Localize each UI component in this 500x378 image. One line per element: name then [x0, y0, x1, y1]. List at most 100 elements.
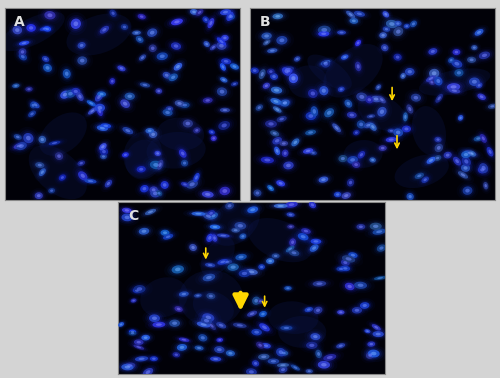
- Ellipse shape: [232, 252, 251, 263]
- Ellipse shape: [195, 332, 210, 344]
- Ellipse shape: [308, 131, 313, 134]
- Ellipse shape: [122, 208, 132, 213]
- Ellipse shape: [412, 22, 415, 25]
- Ellipse shape: [32, 190, 46, 201]
- Ellipse shape: [250, 295, 262, 306]
- Ellipse shape: [202, 39, 212, 49]
- Ellipse shape: [130, 30, 142, 36]
- Ellipse shape: [305, 147, 322, 158]
- Ellipse shape: [292, 229, 315, 245]
- Ellipse shape: [361, 327, 374, 336]
- Ellipse shape: [474, 29, 484, 36]
- Ellipse shape: [148, 320, 170, 330]
- Ellipse shape: [454, 51, 458, 53]
- Ellipse shape: [303, 306, 314, 313]
- Ellipse shape: [306, 237, 325, 246]
- Ellipse shape: [263, 119, 279, 129]
- Ellipse shape: [246, 205, 260, 214]
- Ellipse shape: [220, 34, 230, 42]
- Ellipse shape: [146, 42, 160, 55]
- Ellipse shape: [321, 105, 338, 121]
- Ellipse shape: [135, 290, 138, 292]
- Ellipse shape: [98, 147, 110, 156]
- Ellipse shape: [460, 155, 472, 168]
- Ellipse shape: [343, 281, 356, 291]
- Ellipse shape: [134, 345, 144, 350]
- Ellipse shape: [358, 119, 378, 132]
- Ellipse shape: [204, 319, 209, 322]
- Ellipse shape: [291, 364, 300, 370]
- Ellipse shape: [372, 331, 384, 337]
- Ellipse shape: [472, 90, 491, 104]
- Ellipse shape: [98, 142, 108, 152]
- Ellipse shape: [80, 59, 84, 62]
- Ellipse shape: [277, 156, 300, 174]
- Ellipse shape: [431, 88, 448, 108]
- Ellipse shape: [178, 101, 192, 109]
- Ellipse shape: [218, 339, 221, 341]
- Ellipse shape: [382, 34, 385, 37]
- Ellipse shape: [456, 159, 459, 163]
- Ellipse shape: [199, 260, 222, 270]
- Ellipse shape: [375, 243, 388, 253]
- Ellipse shape: [396, 56, 400, 59]
- Ellipse shape: [226, 12, 234, 21]
- Ellipse shape: [177, 100, 193, 110]
- Ellipse shape: [388, 50, 406, 65]
- Ellipse shape: [40, 55, 50, 63]
- Ellipse shape: [434, 137, 442, 143]
- Ellipse shape: [355, 132, 358, 134]
- Ellipse shape: [486, 147, 494, 156]
- Ellipse shape: [44, 57, 48, 60]
- Ellipse shape: [273, 145, 281, 156]
- Ellipse shape: [274, 88, 279, 92]
- Ellipse shape: [43, 64, 52, 72]
- Ellipse shape: [40, 54, 52, 64]
- Ellipse shape: [156, 191, 162, 196]
- Ellipse shape: [280, 159, 297, 172]
- Ellipse shape: [464, 160, 468, 164]
- Ellipse shape: [268, 71, 280, 82]
- Ellipse shape: [380, 110, 384, 114]
- Ellipse shape: [318, 177, 328, 183]
- Ellipse shape: [490, 105, 494, 107]
- Ellipse shape: [96, 104, 104, 118]
- Ellipse shape: [118, 98, 132, 110]
- Ellipse shape: [252, 188, 263, 198]
- Ellipse shape: [195, 308, 222, 326]
- Ellipse shape: [427, 67, 441, 79]
- Ellipse shape: [166, 111, 170, 114]
- Ellipse shape: [437, 146, 440, 150]
- Ellipse shape: [450, 58, 464, 69]
- Ellipse shape: [236, 230, 250, 243]
- Ellipse shape: [215, 86, 229, 98]
- Ellipse shape: [428, 79, 436, 86]
- Ellipse shape: [126, 280, 153, 297]
- Ellipse shape: [462, 186, 472, 195]
- Ellipse shape: [312, 152, 315, 154]
- Ellipse shape: [263, 256, 277, 266]
- Ellipse shape: [310, 91, 315, 96]
- Ellipse shape: [377, 86, 380, 88]
- Ellipse shape: [358, 94, 406, 131]
- Ellipse shape: [358, 301, 371, 310]
- Ellipse shape: [37, 135, 48, 144]
- Ellipse shape: [124, 216, 130, 219]
- Ellipse shape: [100, 127, 105, 129]
- Ellipse shape: [176, 308, 180, 310]
- Ellipse shape: [67, 15, 84, 33]
- Ellipse shape: [282, 67, 295, 75]
- Ellipse shape: [158, 68, 176, 83]
- Ellipse shape: [390, 51, 404, 63]
- Ellipse shape: [406, 25, 408, 27]
- Ellipse shape: [16, 142, 27, 150]
- Ellipse shape: [284, 211, 298, 218]
- Ellipse shape: [354, 11, 365, 17]
- Ellipse shape: [405, 192, 415, 201]
- Ellipse shape: [282, 149, 288, 157]
- Ellipse shape: [338, 345, 342, 347]
- Ellipse shape: [338, 190, 354, 201]
- Ellipse shape: [307, 331, 324, 342]
- Ellipse shape: [345, 283, 354, 290]
- Ellipse shape: [135, 225, 153, 237]
